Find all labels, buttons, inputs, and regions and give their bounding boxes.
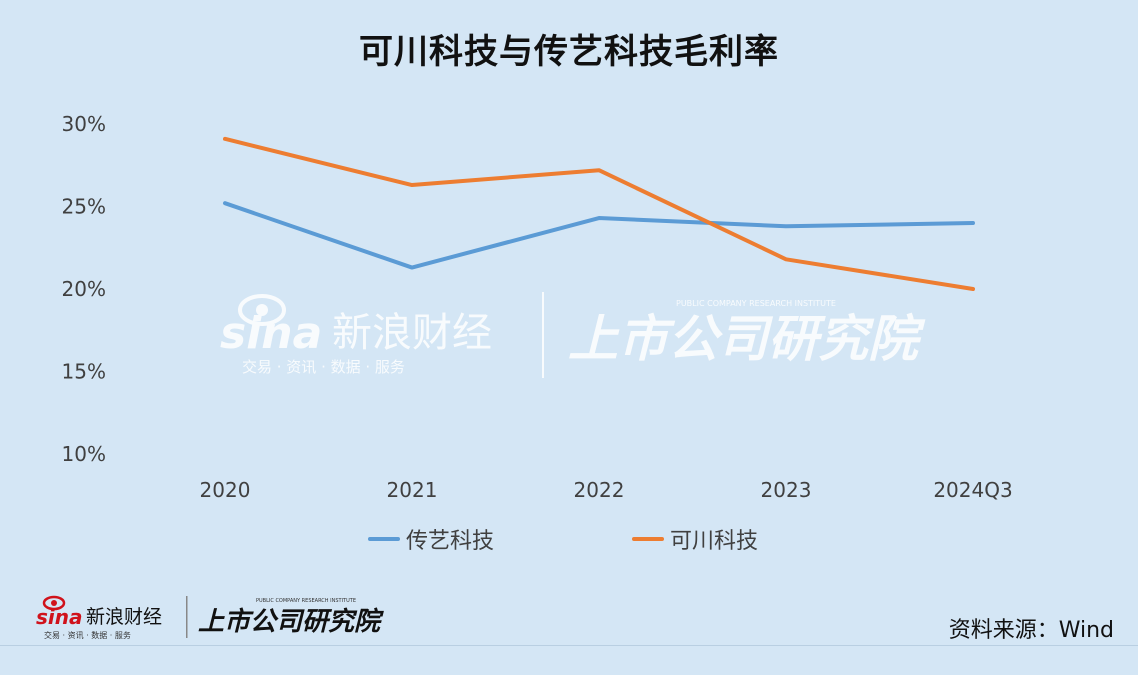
legend-item-kechuan: 可川科技 <box>632 523 758 555</box>
chart-title: 可川科技与传艺科技毛利率 <box>359 32 779 72</box>
y-tick-label: 25% <box>62 195 106 219</box>
sina-eye-logo <box>238 294 286 326</box>
legend-item-chuanyi: 传艺科技 <box>368 523 494 555</box>
y-tick-label: 15% <box>62 360 106 384</box>
x-axis: 2020 2021 2022 2023 2024Q3 <box>200 478 1013 502</box>
watermark-institute-cn: 上市公司研究院 <box>568 310 926 368</box>
footer-sina-tagline: 交易 · 资讯 · 数据 · 服务 <box>44 630 131 640</box>
series-line-kechuan <box>223 136 975 291</box>
footer-sina-brand: sina <box>36 605 83 629</box>
watermark-sina-brand: sina <box>220 308 322 359</box>
watermark-divider <box>542 292 544 378</box>
footer-logo: sina 新浪财经 交易 · 资讯 · 数据 · 服务 PUBLIC COMPA… <box>36 595 384 640</box>
x-tick-label: 2020 <box>200 478 251 502</box>
footer-sina-cn: 新浪财经 <box>86 606 162 628</box>
source-note: 资料来源：Wind <box>948 618 1114 643</box>
x-tick-label: 2022 <box>574 478 625 502</box>
x-tick-label: 2024Q3 <box>933 478 1012 502</box>
footer-sina-eye-icon <box>42 595 66 611</box>
footer-institute-cn: 上市公司研究院 <box>198 607 384 637</box>
footer-institute-en: PUBLIC COMPANY RESEARCH INSTITUTE <box>256 598 356 604</box>
watermark: sina 新浪财经 交易 · 资讯 · 数据 · 服务 PUBLIC COMPA… <box>220 292 926 378</box>
legend-label-kechuan: 可川科技 <box>670 529 759 554</box>
legend-swatch-kechuan <box>632 537 664 541</box>
watermark-institute-en: PUBLIC COMPANY RESEARCH INSTITUTE <box>676 299 836 308</box>
watermark-sina-cn: 新浪财经 <box>332 310 492 356</box>
legend-label-chuanyi: 传艺科技 <box>406 529 495 554</box>
x-tick-label: 2023 <box>761 478 812 502</box>
x-tick-label: 2021 <box>387 478 438 502</box>
y-tick-label: 10% <box>62 442 106 466</box>
footer-divider-vertical <box>186 596 188 638</box>
footer-divider <box>0 645 1138 646</box>
y-axis: 10% 15% 20% 25% 30% <box>62 112 106 466</box>
series-lines <box>223 136 975 291</box>
y-tick-label: 30% <box>62 112 106 136</box>
legend: 传艺科技 可川科技 <box>0 523 1138 559</box>
y-tick-label: 20% <box>62 277 106 301</box>
series-line-chuanyi <box>223 201 975 270</box>
watermark-sina-tagline: 交易 · 资讯 · 数据 · 服务 <box>242 358 405 376</box>
legend-swatch-chuanyi <box>368 537 400 541</box>
